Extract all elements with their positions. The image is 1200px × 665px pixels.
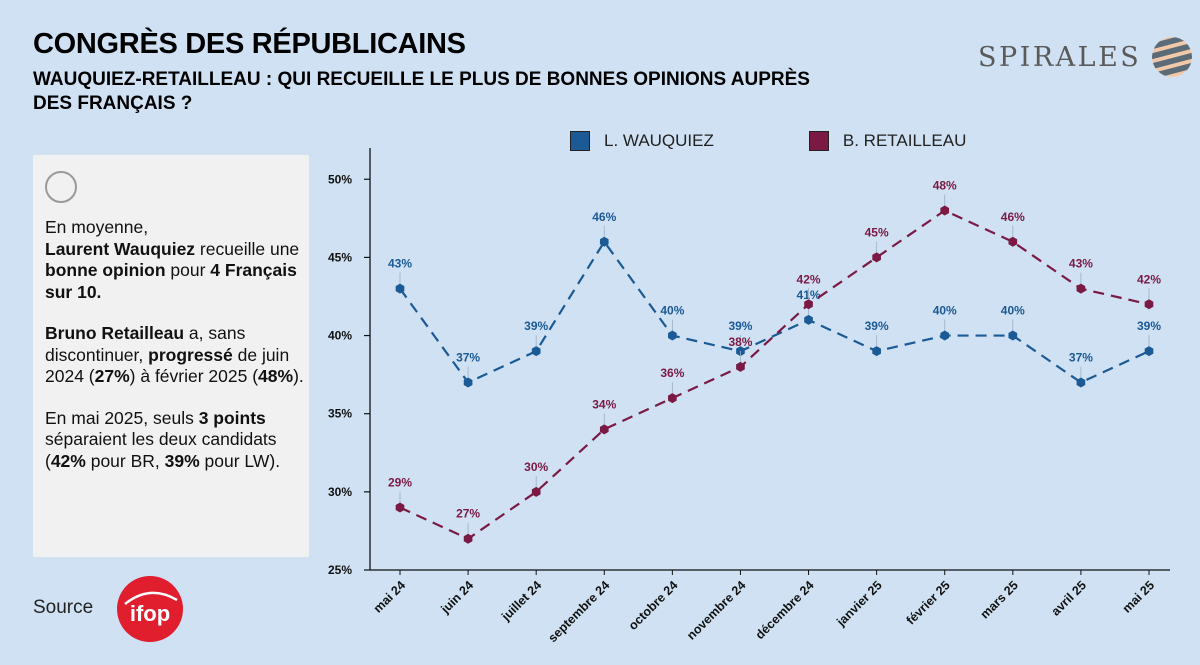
data-label: 45% bbox=[865, 225, 889, 239]
legend-item-retailleau: B. RETAILLEAU bbox=[808, 131, 967, 151]
data-point bbox=[1008, 330, 1018, 341]
data-label: 42% bbox=[1137, 272, 1161, 286]
ifop-logo-text: ifop bbox=[130, 601, 170, 626]
data-point bbox=[940, 205, 950, 216]
data-point bbox=[463, 533, 473, 544]
data-point bbox=[463, 377, 473, 388]
data-point bbox=[1076, 283, 1086, 294]
y-tick-label: 25% bbox=[328, 563, 352, 577]
chart-legend: L. WAUQUIEZ B. RETAILLEAU bbox=[570, 131, 1061, 151]
data-label: 43% bbox=[1069, 257, 1093, 271]
data-point bbox=[668, 330, 677, 341]
data-point bbox=[599, 236, 609, 247]
y-tick-label: 50% bbox=[328, 172, 352, 186]
y-tick-label: 35% bbox=[328, 407, 352, 421]
data-label: 36% bbox=[660, 366, 684, 380]
data-point bbox=[804, 314, 813, 325]
data-label: 37% bbox=[1069, 350, 1093, 364]
data-label: 37% bbox=[456, 350, 480, 364]
note-paragraph-3: En mai 2025, seuls 3 points séparaient l… bbox=[45, 407, 281, 471]
x-tick-label: février 25 bbox=[904, 578, 953, 627]
brand-logo: SPIRALES bbox=[978, 32, 1193, 82]
data-label: 38% bbox=[728, 335, 752, 349]
chart-title: CONGRÈS DES RÉPUBLICAINS bbox=[33, 28, 466, 60]
x-tick-label: novembre 24 bbox=[684, 578, 748, 642]
chart-subtitle: WAUQUIEZ-RETAILLEAU : QUI RECUEILLE LE P… bbox=[33, 69, 810, 114]
legend-swatch-retailleau bbox=[808, 131, 829, 151]
series-line-0 bbox=[399, 239, 1150, 384]
y-tick-label: 45% bbox=[328, 250, 352, 264]
spiral-logo-icon bbox=[1152, 37, 1193, 77]
data-point bbox=[940, 330, 950, 341]
x-tick-label: octobre 24 bbox=[626, 578, 681, 633]
data-label: 29% bbox=[388, 475, 412, 489]
data-label: 42% bbox=[797, 272, 821, 286]
series-line-1 bbox=[399, 209, 1150, 541]
data-point bbox=[531, 346, 541, 357]
legend-label-retailleau: B. RETAILLEAU bbox=[842, 131, 967, 150]
data-label: 27% bbox=[456, 507, 480, 521]
ifop-logo: ifop bbox=[117, 576, 183, 642]
note-paragraph-1: En moyenne, Laurent Wauquiez recueille un… bbox=[45, 217, 300, 302]
data-label: 34% bbox=[592, 397, 616, 411]
data-point bbox=[395, 502, 405, 513]
source-label: Source bbox=[33, 597, 94, 618]
circle-icon bbox=[45, 171, 77, 203]
data-label: 39% bbox=[728, 319, 752, 333]
y-tick-label: 30% bbox=[328, 485, 352, 499]
x-tick-label: juin 24 bbox=[438, 578, 477, 617]
data-label: 39% bbox=[524, 319, 548, 333]
data-label: 43% bbox=[388, 257, 412, 271]
data-label: 40% bbox=[1001, 304, 1025, 318]
data-label: 40% bbox=[660, 304, 684, 318]
y-tick-label: 40% bbox=[328, 329, 352, 343]
data-label: 39% bbox=[865, 319, 889, 333]
x-tick-label: avril 25 bbox=[1049, 578, 1089, 618]
data-point bbox=[1144, 346, 1154, 357]
x-tick-label: janvier 25 bbox=[833, 578, 884, 629]
x-tick-label: mai 24 bbox=[371, 578, 408, 615]
legend-item-wauquiez: L. WAUQUIEZ bbox=[570, 131, 714, 151]
x-tick-label: mars 25 bbox=[978, 578, 1021, 621]
data-label: 46% bbox=[592, 210, 616, 224]
data-label: 46% bbox=[1001, 210, 1025, 224]
data-label: 30% bbox=[524, 460, 548, 474]
x-tick-label: décembre 24 bbox=[753, 578, 817, 642]
data-point bbox=[668, 393, 677, 404]
data-point bbox=[1076, 377, 1086, 388]
data-point bbox=[1144, 299, 1154, 310]
data-point bbox=[736, 361, 745, 372]
data-point bbox=[872, 252, 881, 263]
data-point bbox=[395, 283, 405, 294]
legend-swatch-wauquiez bbox=[570, 131, 590, 151]
legend-label-wauquiez: L. WAUQUIEZ bbox=[604, 131, 714, 150]
note-paragraph-2: Bruno Retailleau a, sans discontinuer, p… bbox=[45, 323, 304, 386]
x-tick-label: juillet 24 bbox=[498, 578, 544, 624]
data-point bbox=[804, 299, 813, 310]
brand-name: SPIRALES bbox=[978, 41, 1142, 73]
x-tick-label: mai 25 bbox=[1120, 578, 1157, 615]
data-label: 48% bbox=[933, 179, 957, 193]
data-label: 40% bbox=[933, 304, 957, 318]
data-point bbox=[531, 486, 541, 497]
data-point bbox=[1008, 236, 1018, 247]
data-point bbox=[872, 346, 881, 357]
data-label: 39% bbox=[1137, 319, 1161, 333]
summary-note: En moyenne, Laurent Wauquiez recueille un… bbox=[33, 155, 309, 557]
data-point bbox=[599, 424, 609, 435]
x-tick-label: septembre 24 bbox=[545, 578, 612, 645]
